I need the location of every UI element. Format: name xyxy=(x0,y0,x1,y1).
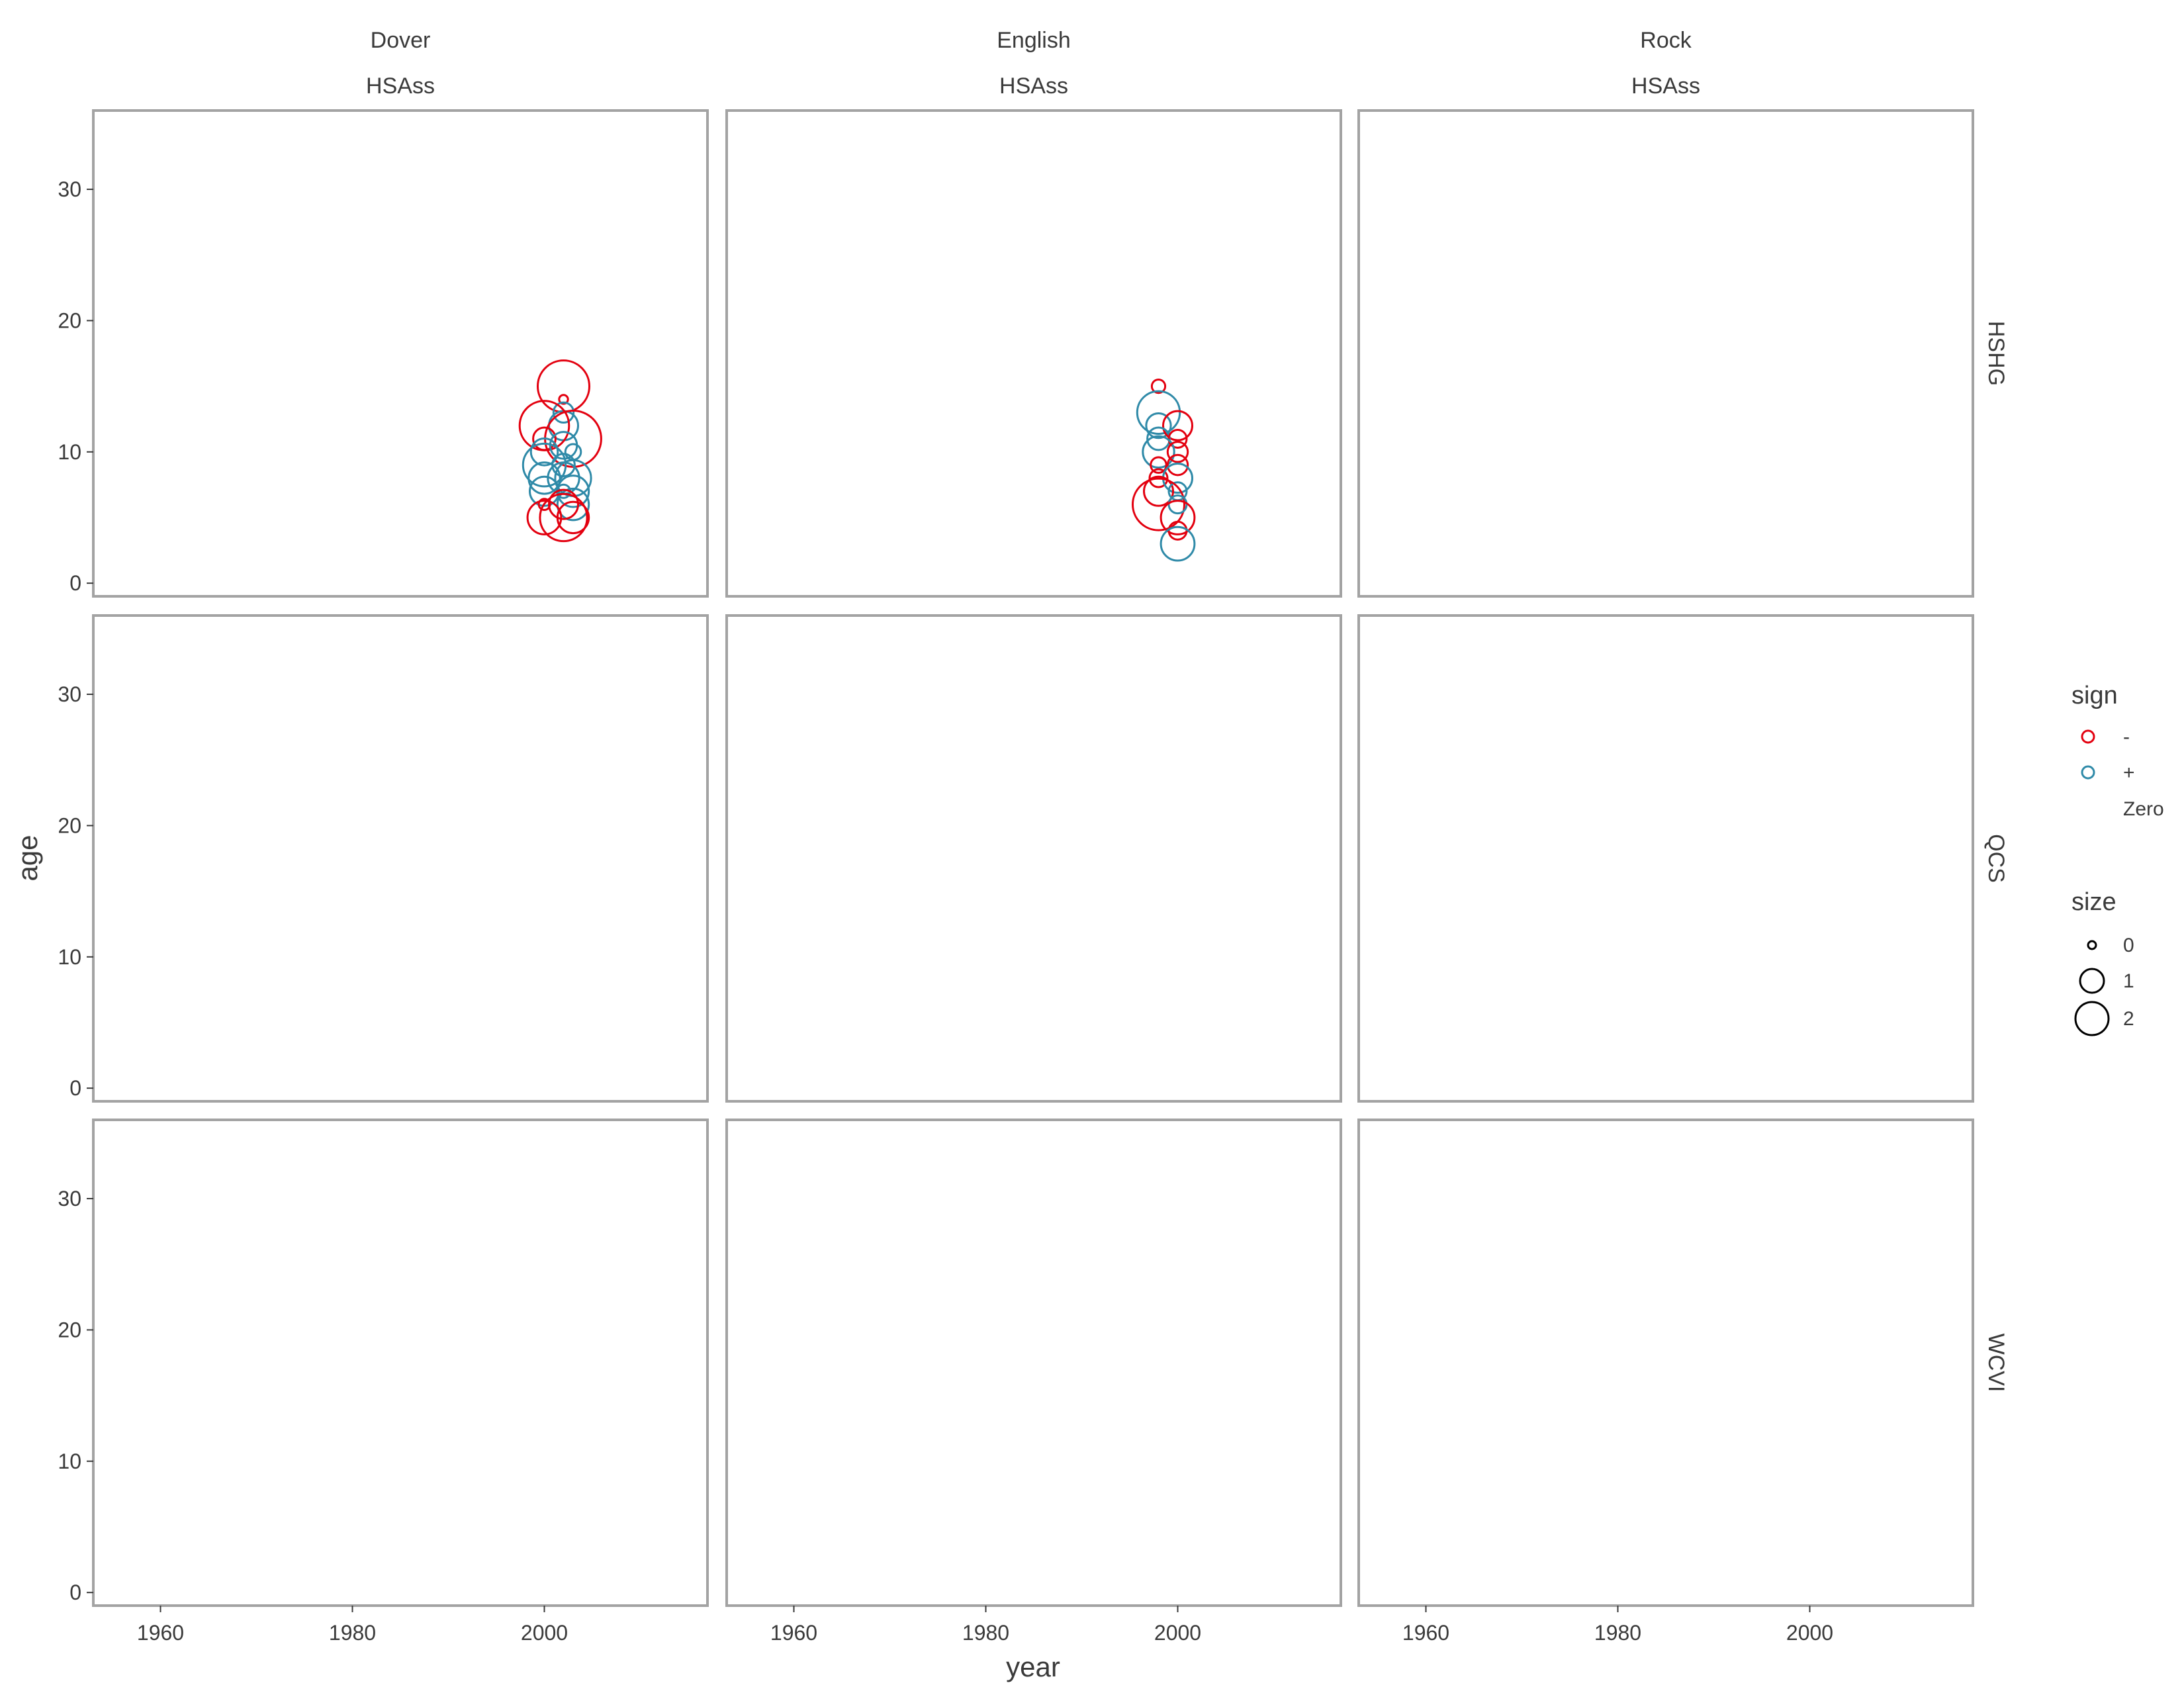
x-axis-title: year xyxy=(1006,1651,1060,1682)
panel-frame xyxy=(725,109,1342,598)
facet-strip-column-label: English xyxy=(997,28,1071,53)
y-tick-label: 0 xyxy=(69,1580,81,1604)
facet-strip-column-sublabel: HSAss xyxy=(1631,73,1700,99)
legend-size-label: 0 xyxy=(2123,935,2134,956)
legend-size-key xyxy=(2079,968,2105,994)
panel-frame xyxy=(725,614,1342,1103)
y-tick-label: 20 xyxy=(58,1318,81,1342)
y-tick-label: 10 xyxy=(58,945,81,969)
legend-size-key xyxy=(2074,1001,2110,1036)
legend-sign-label: - xyxy=(2123,726,2130,748)
y-tick-label: 0 xyxy=(69,1076,81,1100)
data-point xyxy=(548,488,579,520)
legend-sign-label: Zero xyxy=(2123,798,2164,820)
data-point xyxy=(522,442,567,488)
panel-frame xyxy=(92,109,709,598)
data-point xyxy=(1132,477,1185,531)
panel-frame xyxy=(92,614,709,1103)
y-tick-label: 0 xyxy=(69,571,81,595)
data-point xyxy=(1160,526,1196,562)
data-point xyxy=(1166,441,1189,463)
data-point xyxy=(552,401,575,424)
x-tick-label: 2000 xyxy=(1786,1621,1833,1645)
x-tick-label: 1980 xyxy=(1594,1621,1641,1645)
y-tick-label: 30 xyxy=(58,682,81,706)
data-point xyxy=(532,426,557,451)
y-tick-label: 30 xyxy=(58,177,81,201)
facet-strip-row-label: QCS xyxy=(1983,834,2009,883)
panel-frame xyxy=(1357,614,1974,1103)
data-point xyxy=(1142,435,1175,469)
data-point xyxy=(1150,456,1167,474)
data-point xyxy=(1148,468,1169,488)
data-point xyxy=(558,394,569,405)
legend-sign-key xyxy=(2081,765,2095,780)
data-point xyxy=(529,437,559,467)
data-point xyxy=(1145,412,1172,439)
y-tick-label: 20 xyxy=(58,813,81,837)
legend-size-label: 1 xyxy=(2123,970,2134,992)
x-tick-label: 1980 xyxy=(329,1621,376,1645)
x-tick-label: 2000 xyxy=(521,1621,568,1645)
data-point xyxy=(527,461,561,495)
legend-size-title: size xyxy=(2071,888,2116,916)
legend-sign-title: sign xyxy=(2071,682,2118,709)
y-tick-label: 10 xyxy=(58,440,81,464)
panel-frame xyxy=(1357,109,1974,598)
y-axis-title: age xyxy=(12,835,43,881)
x-tick-label: 2000 xyxy=(1154,1621,1201,1645)
facet-strip-row-label: HSHG xyxy=(1983,321,2009,386)
panel-frame xyxy=(725,1119,1342,1607)
facet-strip-row-label: WCVI xyxy=(1983,1334,2009,1393)
data-point xyxy=(1136,390,1181,435)
data-point xyxy=(1160,500,1196,535)
panel-frame xyxy=(92,1119,709,1607)
legend-sign-label: + xyxy=(2123,762,2135,784)
x-tick-label: 1960 xyxy=(137,1621,184,1645)
data-point xyxy=(1143,475,1174,507)
facet-strip-column-label: Rock xyxy=(1640,28,1692,53)
data-point xyxy=(539,492,588,543)
facet-strip-column-label: Dover xyxy=(371,28,431,53)
y-tick-label: 10 xyxy=(58,1449,81,1473)
facet-strip-column-sublabel: HSAss xyxy=(366,73,435,99)
data-point xyxy=(556,500,590,535)
y-tick-label: 30 xyxy=(58,1187,81,1211)
y-tick-label: 20 xyxy=(58,308,81,332)
legend-size-label: 2 xyxy=(2123,1008,2134,1030)
data-point xyxy=(1162,410,1193,441)
x-tick-label: 1980 xyxy=(962,1621,1009,1645)
x-tick-label: 1960 xyxy=(770,1621,817,1645)
legend-sign-key xyxy=(2081,729,2095,744)
legend-size-key xyxy=(2087,940,2097,950)
data-point xyxy=(1166,453,1189,477)
data-point xyxy=(526,500,563,535)
data-point xyxy=(556,487,590,522)
panel-frame xyxy=(1357,1119,1974,1607)
x-tick-label: 1960 xyxy=(1402,1621,1449,1645)
data-point xyxy=(1150,378,1167,394)
facet-strip-column-sublabel: HSAss xyxy=(999,73,1068,99)
